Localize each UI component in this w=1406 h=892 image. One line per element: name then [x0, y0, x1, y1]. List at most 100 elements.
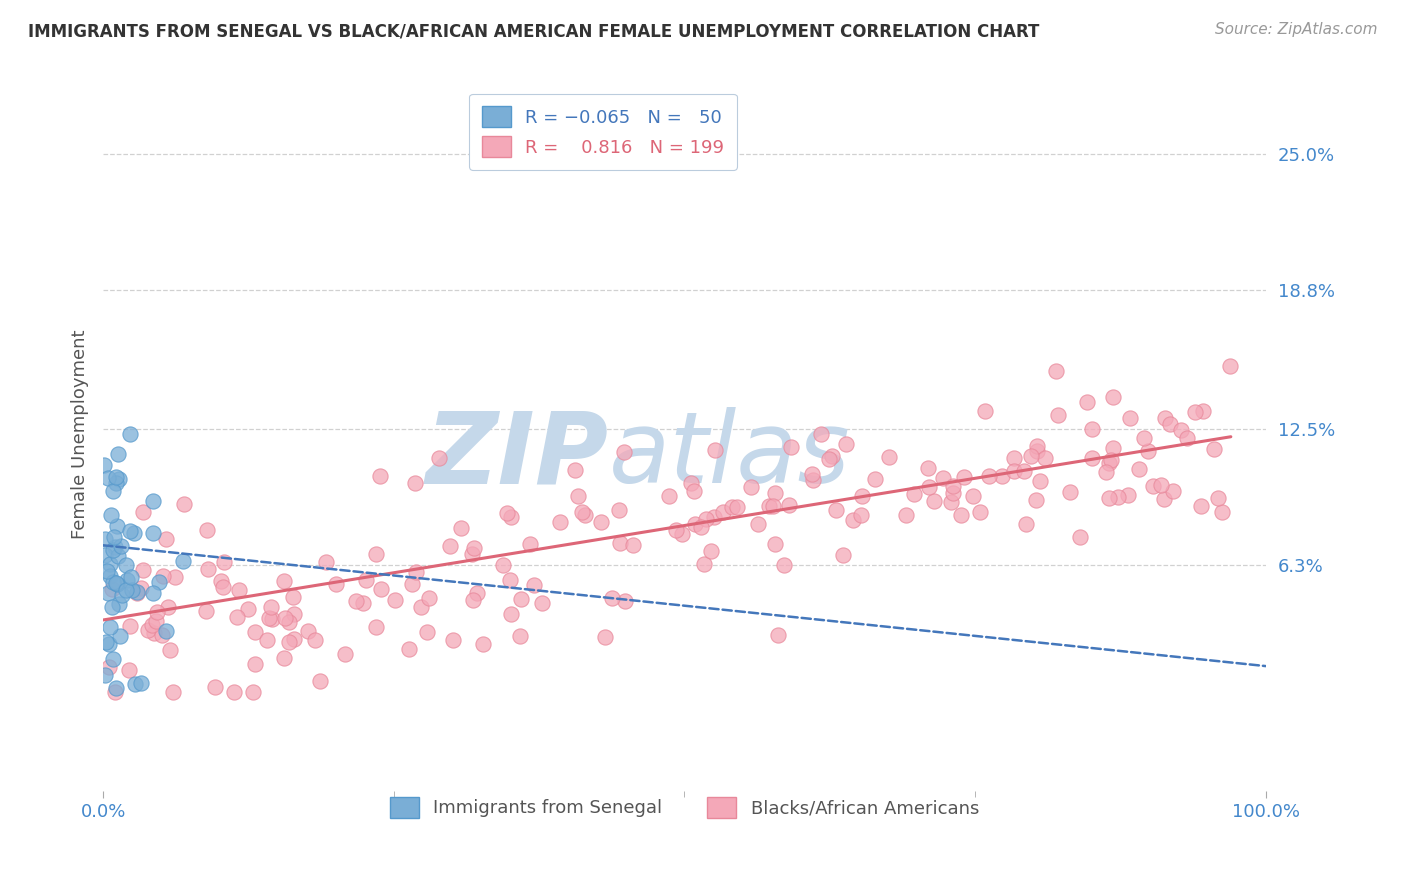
Point	[461, 547, 484, 561]
Point	[962, 489, 984, 503]
Point	[700, 543, 723, 558]
Point	[1098, 491, 1121, 505]
Point	[1076, 395, 1098, 409]
Point	[101, 582, 124, 596]
Point	[211, 580, 233, 594]
Point	[1026, 444, 1049, 458]
Point	[152, 628, 174, 642]
Point	[1069, 530, 1091, 544]
Point	[499, 607, 522, 622]
Text: IMMIGRANTS FROM SENEGAL VS BLACK/AFRICAN AMERICAN FEMALE UNEMPLOYMENT CORRELATIO: IMMIGRANTS FROM SENEGAL VS BLACK/AFRICAN…	[28, 22, 1039, 40]
Point	[115, 558, 138, 573]
Point	[671, 526, 693, 541]
Point	[427, 450, 450, 465]
Point	[658, 489, 681, 503]
Point	[450, 521, 472, 535]
Point	[101, 599, 124, 614]
Point	[1150, 477, 1173, 491]
Point	[499, 510, 522, 524]
Point	[212, 555, 235, 569]
Point	[107, 472, 129, 486]
Legend: Immigrants from Senegal, Blacks/African Americans: Immigrants from Senegal, Blacks/African …	[382, 789, 986, 825]
Point	[801, 473, 824, 487]
Point	[148, 574, 170, 589]
Point	[101, 575, 124, 590]
Point	[778, 498, 800, 512]
Point	[1161, 484, 1184, 499]
Point	[155, 532, 177, 546]
Point	[492, 558, 515, 572]
Point	[93, 458, 115, 472]
Point	[763, 486, 786, 500]
Point	[398, 642, 420, 657]
Point	[98, 660, 121, 674]
Point	[1128, 462, 1150, 476]
Point	[1101, 391, 1123, 405]
Point	[405, 565, 427, 579]
Point	[613, 445, 636, 459]
Point	[779, 440, 801, 454]
Point	[127, 585, 149, 599]
Point	[152, 569, 174, 583]
Point	[894, 508, 917, 522]
Point	[173, 497, 195, 511]
Point	[105, 475, 128, 490]
Point	[228, 582, 250, 597]
Point	[163, 570, 186, 584]
Point	[141, 618, 163, 632]
Point	[146, 605, 169, 619]
Point	[825, 503, 848, 517]
Point	[409, 600, 432, 615]
Point	[740, 479, 762, 493]
Text: ZIP: ZIP	[426, 408, 609, 504]
Point	[115, 573, 138, 587]
Point	[1002, 451, 1025, 466]
Point	[1189, 499, 1212, 513]
Point	[277, 635, 299, 649]
Point	[283, 607, 305, 621]
Point	[155, 624, 177, 638]
Point	[607, 503, 630, 517]
Point	[108, 629, 131, 643]
Point	[222, 685, 245, 699]
Point	[918, 480, 941, 494]
Point	[204, 680, 226, 694]
Point	[747, 516, 769, 531]
Point	[1080, 422, 1102, 436]
Point	[107, 446, 129, 460]
Point	[1119, 411, 1142, 425]
Point	[118, 664, 141, 678]
Point	[104, 685, 127, 699]
Point	[917, 460, 939, 475]
Point	[1219, 359, 1241, 373]
Point	[758, 499, 780, 513]
Point	[496, 506, 519, 520]
Point	[108, 597, 131, 611]
Point	[865, 473, 887, 487]
Text: Source: ZipAtlas.com: Source: ZipAtlas.com	[1215, 22, 1378, 37]
Point	[952, 469, 974, 483]
Point	[924, 494, 946, 508]
Point	[145, 614, 167, 628]
Point	[121, 582, 143, 597]
Point	[942, 486, 965, 500]
Point	[523, 577, 546, 591]
Point	[401, 576, 423, 591]
Point	[1159, 417, 1181, 432]
Point	[567, 489, 589, 503]
Point	[851, 508, 873, 522]
Point	[1206, 491, 1229, 505]
Point	[1102, 441, 1125, 455]
Point	[110, 539, 132, 553]
Point	[105, 518, 128, 533]
Point	[195, 604, 218, 618]
Point	[236, 602, 259, 616]
Point	[1025, 493, 1047, 508]
Point	[352, 596, 374, 610]
Point	[111, 588, 134, 602]
Point	[1175, 431, 1198, 445]
Point	[1170, 423, 1192, 437]
Point	[104, 470, 127, 484]
Point	[1154, 411, 1177, 425]
Point	[832, 548, 855, 562]
